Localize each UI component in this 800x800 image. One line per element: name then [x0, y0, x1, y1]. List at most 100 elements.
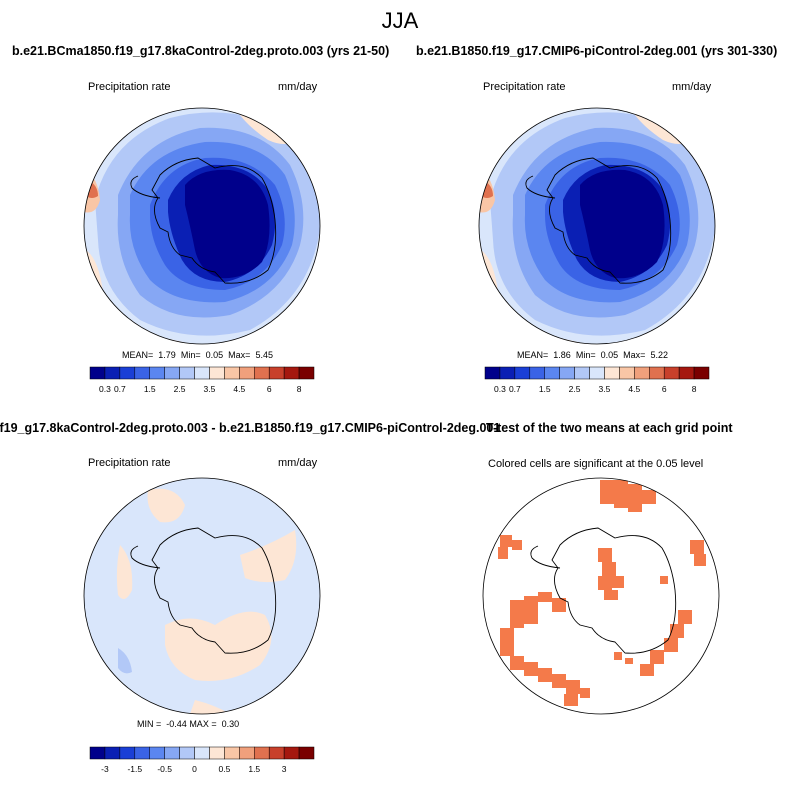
significant-cell: [510, 614, 524, 628]
significant-cell: [524, 610, 538, 624]
colorbar-swatch: [119, 746, 136, 760]
colorbar-swatch: [224, 746, 240, 760]
colorbar-tick-label: 3.5: [204, 384, 216, 394]
panel-3-title: .f19_g17.8kaControl-2deg.proto.003 - b.e…: [0, 421, 501, 435]
significant-cell: [566, 680, 580, 694]
colorbar-swatch: [559, 366, 575, 380]
colorbar-tick-label: 1.5: [539, 384, 551, 394]
significant-cell: [524, 596, 538, 610]
panel-3-variable-label: Precipitation rate: [88, 457, 171, 469]
colorbar-swatch: [104, 746, 121, 760]
positive-anomaly-south: [190, 700, 230, 714]
map-border: [478, 107, 716, 345]
significant-cell: [694, 554, 706, 566]
panel-3-units-label: mm/day: [278, 457, 318, 469]
significant-cell: [640, 664, 654, 676]
significant-cell: [510, 600, 524, 614]
significant-cell: [650, 650, 664, 664]
colorbar-panel-3: -3 -1.5 -0.5 0 0.5 1.5 3: [89, 746, 315, 774]
min-label: Min=: [575, 350, 596, 360]
panel-1-variable-label: Precipitation rate: [88, 81, 171, 93]
significant-cell: [625, 658, 633, 664]
significant-cell: [612, 576, 624, 588]
colorbar-tick-label: 8: [297, 384, 302, 394]
max-label: Max=: [228, 350, 251, 360]
peninsula-coastline: [530, 545, 561, 569]
significant-cell: [660, 576, 668, 584]
mean-label: MEAN=: [122, 350, 154, 360]
significant-cell: [564, 694, 578, 706]
significant-cell: [538, 668, 552, 682]
colorbar-swatch: [179, 746, 195, 760]
colorbar-swatch: [239, 366, 255, 380]
min-value: 0.05: [600, 350, 619, 360]
significant-cell: [614, 480, 628, 494]
max-value: 0.30: [221, 719, 240, 729]
colorbar-tick-label: 2.5: [174, 384, 186, 394]
colorbar-swatch: [164, 746, 180, 760]
significant-cell: [602, 562, 616, 576]
significant-cell: [538, 592, 552, 602]
colorbar-swatch: [634, 366, 650, 380]
colorbar-tick-label: -0.5: [157, 764, 172, 774]
colorbar-swatch: [119, 366, 136, 380]
colorbar-swatch: [268, 366, 285, 380]
max-label: Max=: [623, 350, 646, 360]
colorbar-swatch: [254, 366, 270, 380]
significant-cell: [600, 480, 614, 494]
map-border: [482, 477, 720, 715]
colorbar-swatch: [619, 366, 635, 380]
colorbar-swatch: [693, 366, 710, 380]
colorbar-tick-label: 4.5: [628, 384, 640, 394]
significant-cell: [512, 540, 522, 550]
colorbar-panel-2: 0.3 0.7 1.5 2.5 3.5 4.5 6 8: [484, 366, 710, 394]
mean-value: 1.86: [553, 350, 571, 360]
mean-value: 1.79: [158, 350, 176, 360]
colorbar-swatch: [604, 366, 620, 380]
colorbar-tick-label: 1.5: [144, 384, 156, 394]
peninsula-coastline: [130, 545, 161, 569]
significant-cell: [510, 656, 524, 670]
antarctica-coastline: [551, 527, 677, 654]
significant-cell: [614, 494, 628, 508]
max-label: MAX =: [189, 719, 217, 729]
significant-cell: [598, 548, 612, 562]
positive-anomaly-east: [240, 530, 297, 583]
significant-cell: [500, 628, 514, 642]
colorbar-tick-label: -1.5: [127, 764, 142, 774]
map-border: [83, 477, 321, 715]
min-value: 0.05: [205, 350, 224, 360]
colorbar-swatch: [104, 366, 121, 380]
antarctica-coastline: [151, 157, 277, 284]
colorbar-swatch: [134, 746, 150, 760]
colorbar-tick-label: 0: [192, 764, 197, 774]
colorbar-tick-label: 4.5: [233, 384, 245, 394]
min-label: Min=: [180, 350, 201, 360]
colorbar-tick-label: 0.3: [99, 384, 111, 394]
colorbar-tick-label: 8: [692, 384, 697, 394]
colorbar-tick-label: 2.5: [569, 384, 581, 394]
colorbar-swatch: [209, 366, 225, 380]
map-border: [83, 107, 321, 345]
panel-4-subtitle: Colored cells are significant at the 0.0…: [488, 458, 704, 470]
negative-anomaly-spot: [118, 648, 132, 674]
figure-title: JJA: [381, 8, 419, 33]
antarctica-coastline: [546, 157, 672, 284]
colorbar-swatch: [529, 366, 545, 380]
significant-cell: [580, 688, 590, 698]
significant-cell: [552, 598, 566, 612]
panel-4-title: T-test of the two means at each grid poi…: [486, 421, 733, 435]
colorbar-swatch: [209, 746, 225, 760]
panel-2-stats: MEAN= 1.86 Min= 0.05 Max= 5.22: [517, 350, 668, 360]
panel-1-units-label: mm/day: [278, 81, 318, 93]
peninsula-coastline: [525, 175, 556, 199]
min-label: MIN =: [137, 719, 162, 729]
colorbar-swatch: [164, 366, 180, 380]
significant-cell: [614, 652, 622, 660]
colorbar-swatch: [678, 366, 695, 380]
map-background: [483, 478, 719, 714]
significant-cell: [664, 638, 678, 652]
continent-interior: [580, 169, 665, 279]
